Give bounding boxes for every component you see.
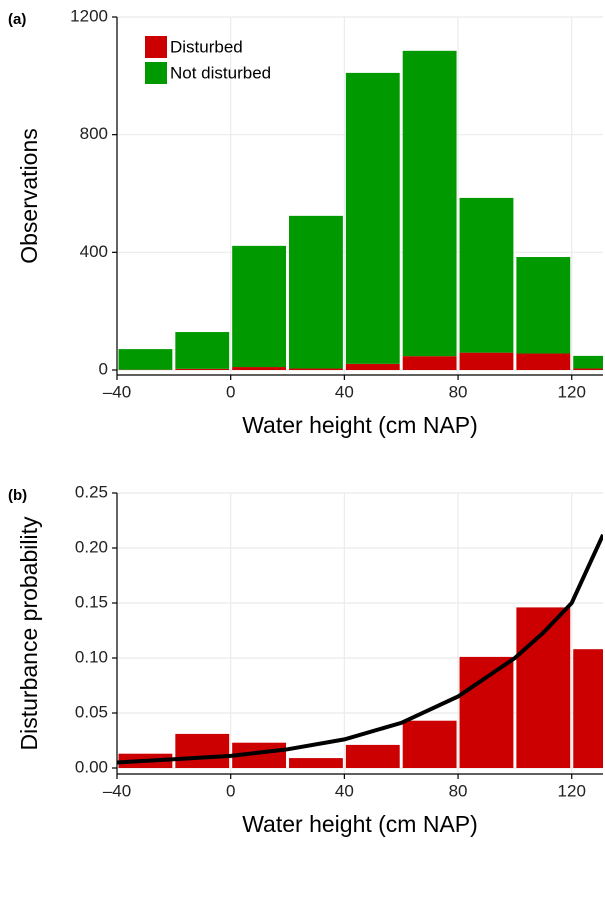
bar-segment xyxy=(232,367,287,370)
bar-segment xyxy=(402,356,457,370)
x-axis-title: Water height (cm NAP) xyxy=(242,412,478,438)
y-tick-label: 0.25 xyxy=(75,482,108,501)
y-tick-label: 0 xyxy=(99,359,108,378)
bar-segment xyxy=(175,332,230,369)
bar-segment xyxy=(175,368,230,370)
x-tick-label: 120 xyxy=(558,382,586,401)
bar-segment xyxy=(289,215,343,369)
legend-swatch xyxy=(145,36,167,58)
y-axis-title: Disturbance probability xyxy=(16,516,42,750)
panel-label: (b) xyxy=(8,487,27,504)
y-tick-label: 0.00 xyxy=(75,757,108,776)
fit-curve xyxy=(117,533,603,765)
bar xyxy=(345,744,400,768)
x-tick-label: 0 xyxy=(226,382,235,401)
bar-segment xyxy=(573,368,603,370)
bar-segment xyxy=(289,368,343,370)
plot-area xyxy=(118,50,603,370)
y-axis-title: Observations xyxy=(16,128,42,264)
bar xyxy=(402,720,457,768)
x-tick-label: 120 xyxy=(558,781,586,800)
bar-segment xyxy=(459,197,514,353)
legend-label: Not disturbed xyxy=(170,63,271,82)
x-tick-label: 80 xyxy=(449,781,468,800)
bar-segment xyxy=(345,72,400,364)
bar-segment xyxy=(573,355,603,369)
x-tick-label: 40 xyxy=(335,781,354,800)
bar-segment xyxy=(118,349,173,370)
y-tick-label: 0.10 xyxy=(75,647,108,666)
panel-label: (a) xyxy=(8,11,26,28)
x-tick-label: –40 xyxy=(103,382,131,401)
legend-label: Disturbed xyxy=(170,37,243,56)
bar-segment xyxy=(345,363,400,370)
bar xyxy=(573,649,603,768)
bar-segment xyxy=(516,353,571,370)
x-tick-label: 0 xyxy=(226,781,235,800)
bar-segment xyxy=(232,245,287,368)
x-tick-label: –40 xyxy=(103,781,131,800)
bar-segment xyxy=(516,257,571,354)
y-tick-label: 0.15 xyxy=(75,592,108,611)
bar xyxy=(175,733,230,768)
y-tick-label: 0.20 xyxy=(75,537,108,556)
bar-segment xyxy=(402,50,457,357)
y-tick-label: 800 xyxy=(80,124,108,143)
y-tick-label: 400 xyxy=(80,242,108,261)
y-tick-label: 0.05 xyxy=(75,702,108,721)
bar-segment xyxy=(459,352,514,370)
legend-swatch xyxy=(145,62,167,84)
bar xyxy=(289,758,343,768)
bar xyxy=(459,656,514,768)
y-tick-label: 1200 xyxy=(70,6,108,25)
x-tick-label: 40 xyxy=(335,382,354,401)
x-axis-title: Water height (cm NAP) xyxy=(242,811,478,837)
plot-area xyxy=(117,533,603,768)
x-tick-label: 80 xyxy=(449,382,468,401)
